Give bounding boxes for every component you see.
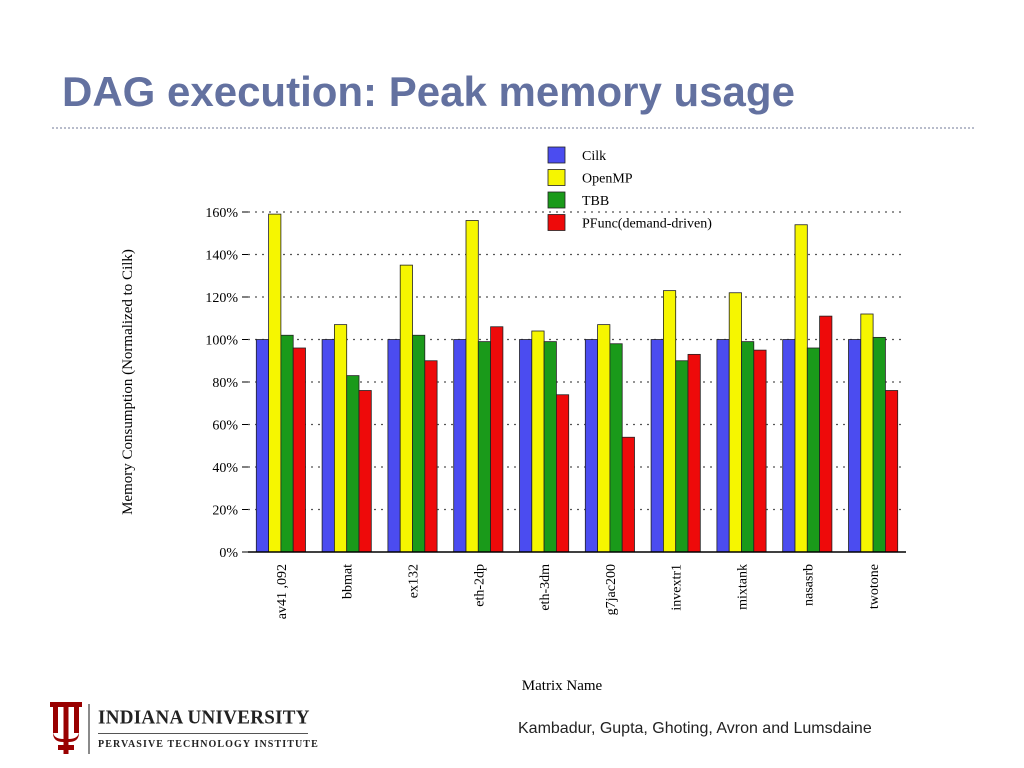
x-tick-label: invextr1 xyxy=(670,564,685,611)
bar xyxy=(794,224,808,553)
bar xyxy=(848,339,862,553)
bar xyxy=(872,336,886,553)
bar xyxy=(333,324,348,553)
bar xyxy=(621,436,635,553)
legend-swatch xyxy=(547,146,566,164)
bar xyxy=(675,360,689,553)
bar xyxy=(543,341,557,553)
bar xyxy=(663,290,677,553)
bar xyxy=(268,213,282,553)
bar xyxy=(885,390,899,553)
bar xyxy=(609,343,623,553)
y-tick-labels: 0% 20% 40% 60% 80% 100% 120% 140% 160% xyxy=(205,206,238,561)
x-tick-label: av41 ,092 xyxy=(275,564,290,619)
legend-label: Cilk xyxy=(582,149,606,164)
legend-label: PFunc(demand-driven) xyxy=(582,217,712,232)
logo-underline xyxy=(98,733,308,734)
trident-logo-icon xyxy=(50,702,82,754)
axes xyxy=(242,211,906,553)
x-tick-label: bbmat xyxy=(341,564,356,599)
legend-swatch xyxy=(547,169,566,186)
legend: Cilk OpenMP TBB PFunc(demand-driven) xyxy=(547,146,712,232)
grid-lines xyxy=(248,211,906,511)
bar xyxy=(650,339,664,553)
bar xyxy=(453,339,467,553)
bar xyxy=(753,349,767,553)
x-tick-labels: av41 ,092 bbmat ex132 eth-2dp eth-3dm g7jac20… xyxy=(275,564,882,619)
title-divider xyxy=(52,127,974,129)
bar xyxy=(597,324,611,553)
bar xyxy=(292,347,306,553)
x-axis-label: Matrix Name xyxy=(522,678,603,694)
bar-chart: 0% 20% 40% 60% 80% 100% 120% 140% 160% av41 ,092… xyxy=(120,146,906,694)
bar xyxy=(741,341,755,553)
bar xyxy=(716,339,730,553)
y-tick-label: 100% xyxy=(205,334,238,349)
x-tick-label: mixtank xyxy=(736,564,751,610)
x-tick-label: g7jac200 xyxy=(604,564,619,615)
y-tick-label: 140% xyxy=(205,249,238,264)
x-tick-label: eth-3dm xyxy=(538,564,553,611)
bar xyxy=(387,339,401,553)
y-tick-label: 120% xyxy=(205,291,238,306)
bar xyxy=(346,375,360,553)
bar xyxy=(399,264,413,553)
bar xyxy=(477,341,491,553)
bar xyxy=(556,394,570,553)
bar xyxy=(519,339,533,553)
bar xyxy=(531,330,545,553)
y-tick-label: 80% xyxy=(212,376,238,391)
bar xyxy=(321,339,335,553)
bar xyxy=(687,353,701,553)
bar xyxy=(728,292,742,553)
institute-name: PERVASIVE TECHNOLOGY INSTITUTE xyxy=(98,739,319,750)
y-tick-label: 20% xyxy=(212,504,238,519)
bar xyxy=(358,390,372,553)
legend-swatch xyxy=(547,214,566,231)
y-tick-label: 0% xyxy=(219,546,238,561)
y-tick-label: 60% xyxy=(212,419,238,434)
bar xyxy=(860,313,874,553)
authors-footer: Kambadur, Gupta, Ghoting, Avron and Lums… xyxy=(518,720,872,737)
university-name: INDIANA UNIVERSITY xyxy=(98,706,310,729)
bars xyxy=(255,213,899,553)
bar xyxy=(412,334,426,553)
bar xyxy=(424,360,438,553)
bar xyxy=(255,339,269,553)
y-axis-label: Memory Consumption (Normalized to Cilk) xyxy=(120,249,136,515)
x-tick-label: twotone xyxy=(867,564,882,609)
x-tick-label: eth-2dp xyxy=(472,564,487,607)
bar xyxy=(490,326,504,553)
y-tick-label: 160% xyxy=(205,206,238,221)
slide-title: DAG execution: Peak memory usage xyxy=(62,68,795,115)
bar xyxy=(806,347,820,553)
logo-divider xyxy=(88,704,90,754)
x-tick-label: nasasrb xyxy=(801,564,816,606)
y-tick-label: 40% xyxy=(212,461,238,476)
legend-swatch xyxy=(547,191,566,209)
legend-label: OpenMP xyxy=(582,172,633,187)
x-tick-label: ex132 xyxy=(407,564,422,598)
legend-label: TBB xyxy=(582,194,609,209)
bar xyxy=(280,334,294,553)
bar xyxy=(584,339,598,553)
bar xyxy=(819,315,833,553)
bar xyxy=(465,220,479,553)
bar xyxy=(782,339,796,553)
